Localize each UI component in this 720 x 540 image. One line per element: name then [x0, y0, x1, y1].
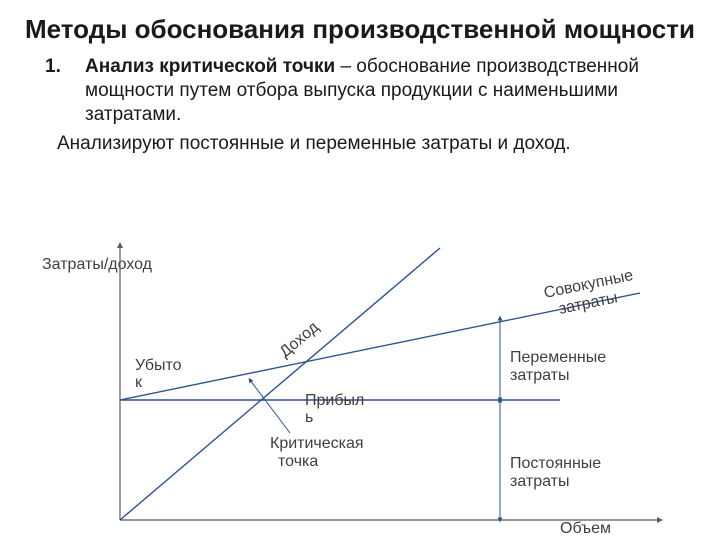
loss-label: Убыток	[135, 357, 182, 391]
breakeven-chart: Доход Совокупные затраты Убыток Прибыль …	[0, 0, 720, 540]
critical-pointer	[250, 380, 290, 433]
revenue-line	[120, 248, 440, 520]
critical-label-1: Критическая	[270, 435, 364, 452]
revenue-label: Доход	[277, 318, 323, 361]
variable-label-1: Переменные	[510, 349, 606, 366]
variable-label-2: затраты	[510, 367, 569, 384]
critical-label-2: точка	[278, 453, 318, 470]
fixed-label-2: затраты	[510, 473, 569, 490]
fixed-label-1: Постоянные	[510, 455, 601, 472]
profit-label: Прибыль	[305, 392, 364, 426]
